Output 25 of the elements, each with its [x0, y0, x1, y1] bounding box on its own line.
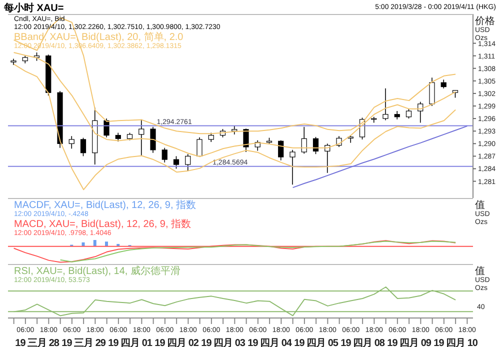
candlestick	[290, 150, 296, 186]
line-series	[292, 126, 468, 188]
candlestick	[162, 147, 168, 163]
candlestick	[196, 136, 202, 158]
candlestick	[173, 156, 180, 170]
chart-title: 每小时 XAU=	[4, 2, 64, 15]
text: MACD, XAU=, Bid(Last), 12, 26, 9, 指数	[14, 219, 192, 230]
candlestick	[150, 126, 156, 154]
candlestick	[278, 140, 284, 161]
candlestick	[382, 88, 388, 121]
candlestick	[312, 136, 319, 154]
candlestick	[10, 58, 16, 66]
candlestick	[104, 118, 110, 138]
candlestick	[80, 137, 86, 157]
candlestick	[243, 128, 249, 152]
text: MACDF, XAU=, Bid(Last), 12, 26, 9, 指数	[14, 200, 196, 211]
line-series	[13, 64, 456, 190]
candlestick	[68, 136, 74, 150]
candlestick	[406, 108, 412, 119]
candlestick	[185, 154, 191, 172]
candlestick	[429, 77, 435, 106]
candlestick	[418, 101, 424, 124]
candlestick	[138, 118, 144, 156]
candlestick	[301, 126, 307, 154]
text: RSI, XAU=, Bid(Last), 14, 威尔德平滑	[14, 266, 180, 277]
